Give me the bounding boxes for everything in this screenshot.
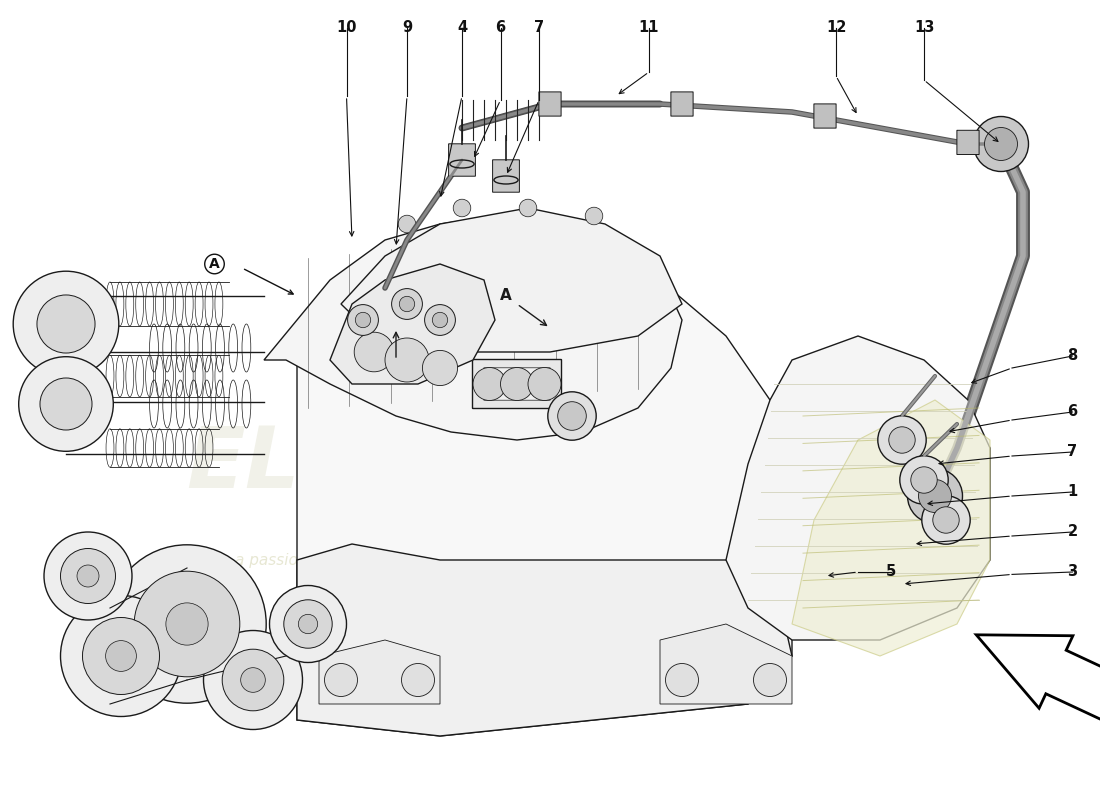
Circle shape: [900, 456, 948, 504]
FancyBboxPatch shape: [473, 359, 561, 409]
Circle shape: [284, 600, 332, 648]
Circle shape: [453, 199, 471, 217]
Circle shape: [878, 416, 926, 464]
Circle shape: [908, 469, 962, 523]
Circle shape: [473, 367, 506, 401]
Circle shape: [889, 426, 915, 453]
FancyBboxPatch shape: [671, 92, 693, 116]
Circle shape: [134, 571, 240, 677]
Circle shape: [911, 466, 937, 493]
Circle shape: [324, 663, 358, 697]
Polygon shape: [319, 640, 440, 704]
Circle shape: [402, 663, 434, 697]
Polygon shape: [341, 208, 682, 352]
Text: 8: 8: [1067, 349, 1078, 363]
Circle shape: [355, 312, 371, 328]
Polygon shape: [726, 336, 990, 640]
Text: a passion for detail: a passion for detail: [235, 553, 381, 567]
Text: 11: 11: [639, 21, 659, 35]
FancyBboxPatch shape: [957, 130, 979, 154]
Text: 7: 7: [1067, 445, 1078, 459]
FancyBboxPatch shape: [493, 160, 519, 192]
Polygon shape: [297, 256, 792, 736]
Circle shape: [222, 650, 284, 711]
Circle shape: [922, 496, 970, 544]
Circle shape: [399, 296, 415, 312]
Circle shape: [918, 479, 952, 513]
Text: 6: 6: [1067, 405, 1078, 419]
Circle shape: [422, 350, 458, 386]
Polygon shape: [297, 544, 792, 736]
Text: 10: 10: [337, 21, 356, 35]
Circle shape: [385, 338, 429, 382]
Text: 12: 12: [826, 21, 846, 35]
Circle shape: [585, 207, 603, 225]
Text: 9: 9: [402, 21, 412, 35]
Text: A: A: [500, 289, 512, 303]
Polygon shape: [330, 264, 495, 384]
Circle shape: [432, 312, 448, 328]
Circle shape: [754, 663, 786, 697]
Circle shape: [528, 367, 561, 401]
Circle shape: [204, 630, 302, 730]
Circle shape: [425, 305, 455, 335]
Polygon shape: [660, 624, 792, 704]
Text: 5: 5: [886, 565, 896, 579]
Circle shape: [108, 545, 266, 703]
Text: 6: 6: [495, 21, 506, 35]
Circle shape: [37, 295, 95, 353]
Polygon shape: [976, 635, 1100, 731]
Circle shape: [666, 663, 698, 697]
Circle shape: [392, 289, 422, 319]
Circle shape: [40, 378, 92, 430]
Circle shape: [166, 603, 208, 645]
Circle shape: [77, 565, 99, 587]
Circle shape: [298, 614, 318, 634]
Circle shape: [19, 357, 113, 451]
Text: 3: 3: [1067, 565, 1078, 579]
Circle shape: [933, 507, 959, 533]
Text: 13: 13: [914, 21, 934, 35]
Circle shape: [60, 595, 182, 717]
FancyBboxPatch shape: [449, 144, 475, 176]
Circle shape: [354, 332, 394, 372]
Circle shape: [984, 127, 1018, 161]
Circle shape: [60, 549, 116, 603]
Text: 2: 2: [1067, 525, 1078, 539]
Circle shape: [548, 392, 596, 440]
Circle shape: [13, 271, 119, 377]
Circle shape: [44, 532, 132, 620]
Polygon shape: [792, 400, 990, 656]
FancyBboxPatch shape: [484, 368, 550, 400]
Text: A: A: [209, 257, 220, 271]
Circle shape: [106, 641, 136, 671]
Circle shape: [500, 367, 534, 401]
Circle shape: [398, 215, 416, 233]
FancyBboxPatch shape: [539, 92, 561, 116]
Text: 7: 7: [534, 21, 544, 35]
Polygon shape: [264, 216, 682, 440]
Circle shape: [241, 668, 265, 692]
Circle shape: [270, 586, 346, 662]
Text: 4: 4: [456, 21, 468, 35]
Circle shape: [558, 402, 586, 430]
Circle shape: [348, 305, 378, 335]
FancyBboxPatch shape: [814, 104, 836, 128]
Circle shape: [974, 117, 1028, 171]
Text: 1: 1: [1067, 485, 1078, 499]
Circle shape: [519, 199, 537, 217]
Circle shape: [82, 618, 160, 694]
Text: ELP: ELP: [187, 422, 363, 506]
